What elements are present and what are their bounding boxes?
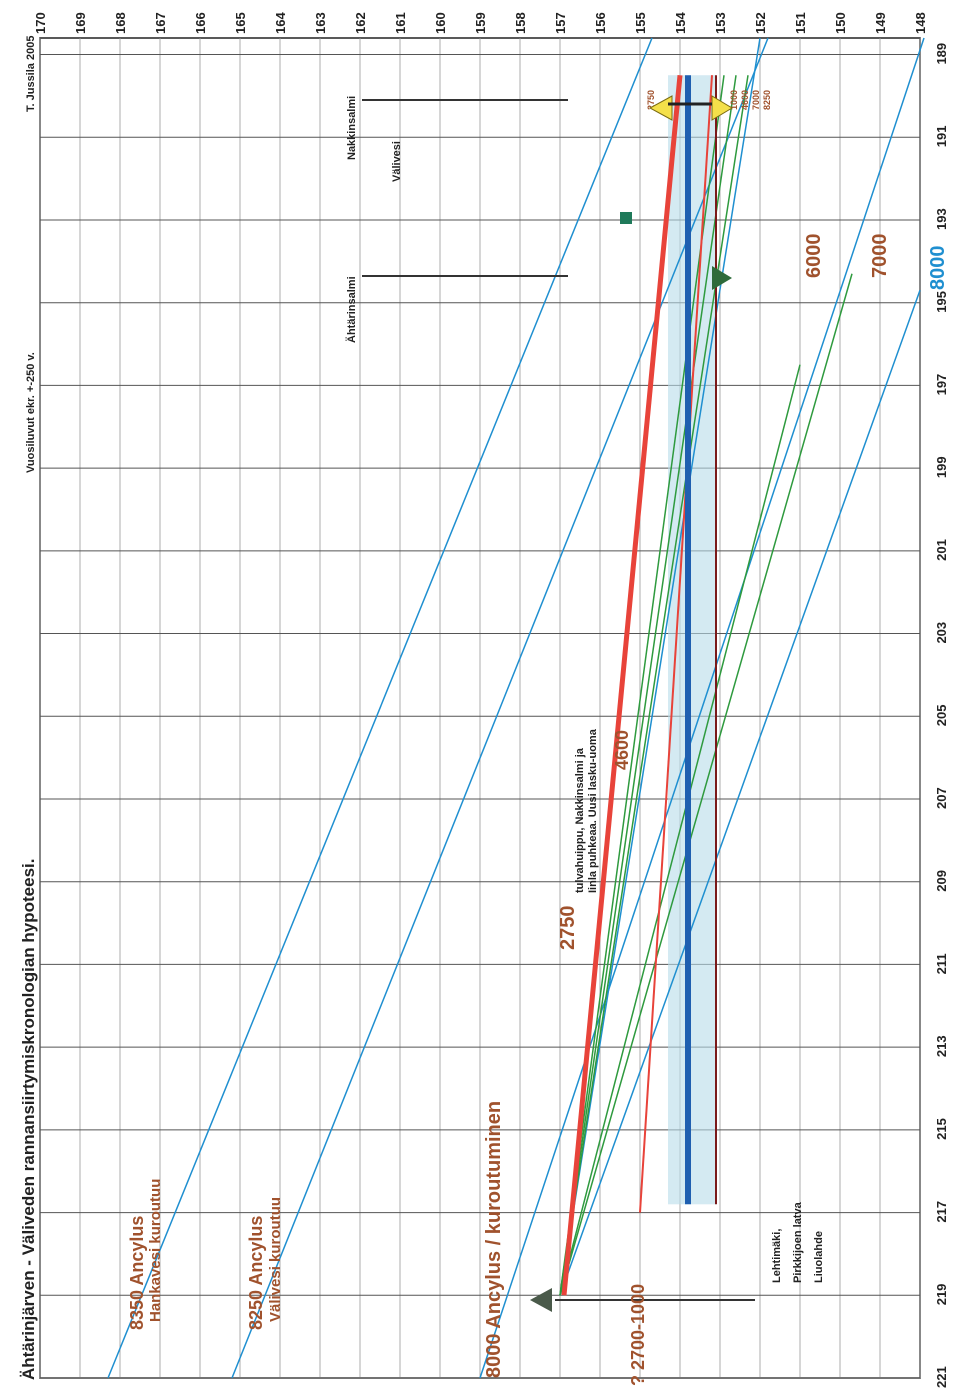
grid [39, 37, 921, 1379]
tick-label-year: 197 [934, 374, 949, 396]
label-valivesi-kuroutuu: Välivesi kuroutuu [267, 1197, 284, 1322]
label-ahtarinsalmi: Ähtärinsalmi [345, 276, 358, 343]
tick-label-year: 191 [934, 126, 949, 148]
tick-label-elevation: 163 [313, 12, 328, 34]
series-line [559, 75, 737, 1296]
label-hankavesi: Hankavesi kuroutuu [147, 1179, 164, 1322]
tick-label-elevation: 169 [73, 12, 88, 34]
series-line [107, 37, 653, 1379]
label-2750: 2750 [557, 906, 579, 951]
tick-label-year: 189 [934, 43, 949, 65]
tick-label-elevation: 162 [353, 12, 368, 34]
series-line [559, 364, 801, 1296]
tick-label-elevation: 159 [473, 12, 488, 34]
series-line [639, 75, 713, 1213]
tick-label-year: 221 [934, 1366, 949, 1388]
series-line [559, 37, 761, 1296]
tick-label-elevation: 160 [433, 12, 448, 34]
tick-label-elevation: 157 [553, 12, 568, 34]
label-bottom-range: ? 2700-1000 [628, 1284, 648, 1386]
tick-label-year: 193 [934, 208, 949, 230]
tick-label-year: 211 [934, 953, 949, 974]
tick-label-year: 215 [934, 1118, 949, 1140]
series-line [231, 37, 769, 1379]
tick-label-elevation: 158 [513, 12, 528, 34]
author-note: T. Jussila 2005 [25, 36, 37, 112]
label-7000: 7000 [869, 234, 891, 279]
tick-label-elevation: 154 [673, 12, 688, 34]
tick-label-year: 219 [934, 1284, 949, 1306]
marker-triangle-left [530, 1288, 552, 1312]
tick-label-elevation: 151 [793, 12, 808, 34]
label-locality-1: Lehtimäki, [771, 1229, 783, 1283]
marker-triangle-yellow-2 [711, 95, 733, 121]
tick-label-year: 203 [934, 622, 949, 644]
shoreline-band [668, 75, 716, 1205]
tick-label-elevation: 167 [153, 12, 168, 34]
tick-label-elevation: 150 [833, 12, 848, 34]
tick-label-elevation: 164 [273, 12, 288, 34]
series-line [561, 74, 683, 1296]
label-8000: 8000 [927, 246, 949, 291]
tick-label-elevation: 161 [393, 12, 408, 34]
tick-label-year: 199 [934, 456, 949, 478]
small-2750: 2750 [646, 90, 656, 110]
tick-label-year: 205 [934, 705, 949, 727]
marker-square [620, 212, 632, 224]
label-nakkinsalmi: Nakkinsalmi [346, 96, 358, 160]
small-7000: 7000 [751, 90, 761, 110]
tick-label-elevation: 155 [633, 12, 648, 34]
tick-label-year: 213 [934, 1035, 949, 1057]
tick-label-elevation: 156 [593, 12, 608, 34]
tick-label-year: 207 [934, 787, 949, 809]
note-years: Vuosiluvut ekr. +-250 v. [25, 352, 37, 473]
tick-label-elevation: 165 [233, 12, 248, 34]
small-8250: 8250 [762, 90, 772, 110]
label-6000: 6000 [803, 234, 825, 279]
series-line [559, 290, 921, 1296]
tick-label-elevation: 148 [913, 12, 928, 34]
tick-label-elevation: 170 [33, 12, 48, 34]
tick-label-elevation: 168 [113, 12, 128, 34]
tick-label-elevation: 153 [713, 12, 728, 34]
small-1000: 1000 [729, 90, 739, 110]
tick-label-elevation: 149 [873, 12, 888, 34]
series-line [479, 37, 925, 1379]
tick-label-elevation: 166 [193, 12, 208, 34]
tulva-note-2: Iinla puhkeaa. Uusi lasku-uoma [587, 728, 599, 893]
series-line [559, 273, 853, 1296]
marker-triangle-yellow [648, 95, 673, 121]
tick-label-year: 209 [934, 870, 949, 892]
marker-triangle-green [712, 266, 732, 290]
tick-label-year: 201 [934, 539, 949, 561]
label-ancylus-8350: 8350 Ancylus [127, 1216, 147, 1330]
tick-labels: 148 149 150 151 152 153 154 155 156 157 158 159 160 1… [33, 12, 949, 1388]
tick-label-year: 217 [934, 1201, 949, 1223]
small-4600: 4600 [740, 90, 750, 110]
label-locality-2: Pirkkijoen latva [792, 1201, 804, 1283]
label-4600: 4600 [612, 730, 632, 770]
tick-label-year: 195 [934, 291, 949, 313]
tulva-note-1: tulvahuippu, Nakkinsalmi ja [574, 747, 586, 893]
label-ancylus-8250: 8250 Ancylus [246, 1216, 266, 1330]
label-valivesi: Välivesi [391, 141, 403, 182]
label-ancylus-8000: 8000 Ancylus / kuroutuminen [483, 1101, 505, 1378]
series-line [559, 75, 725, 1296]
series-layer [107, 37, 925, 1379]
label-locality-3: Liuolahde [813, 1231, 825, 1283]
chart-title: Ähtärinjärven - Väliveden rannansiirtymi… [19, 859, 38, 1380]
tick-label-elevation: 152 [753, 12, 768, 34]
